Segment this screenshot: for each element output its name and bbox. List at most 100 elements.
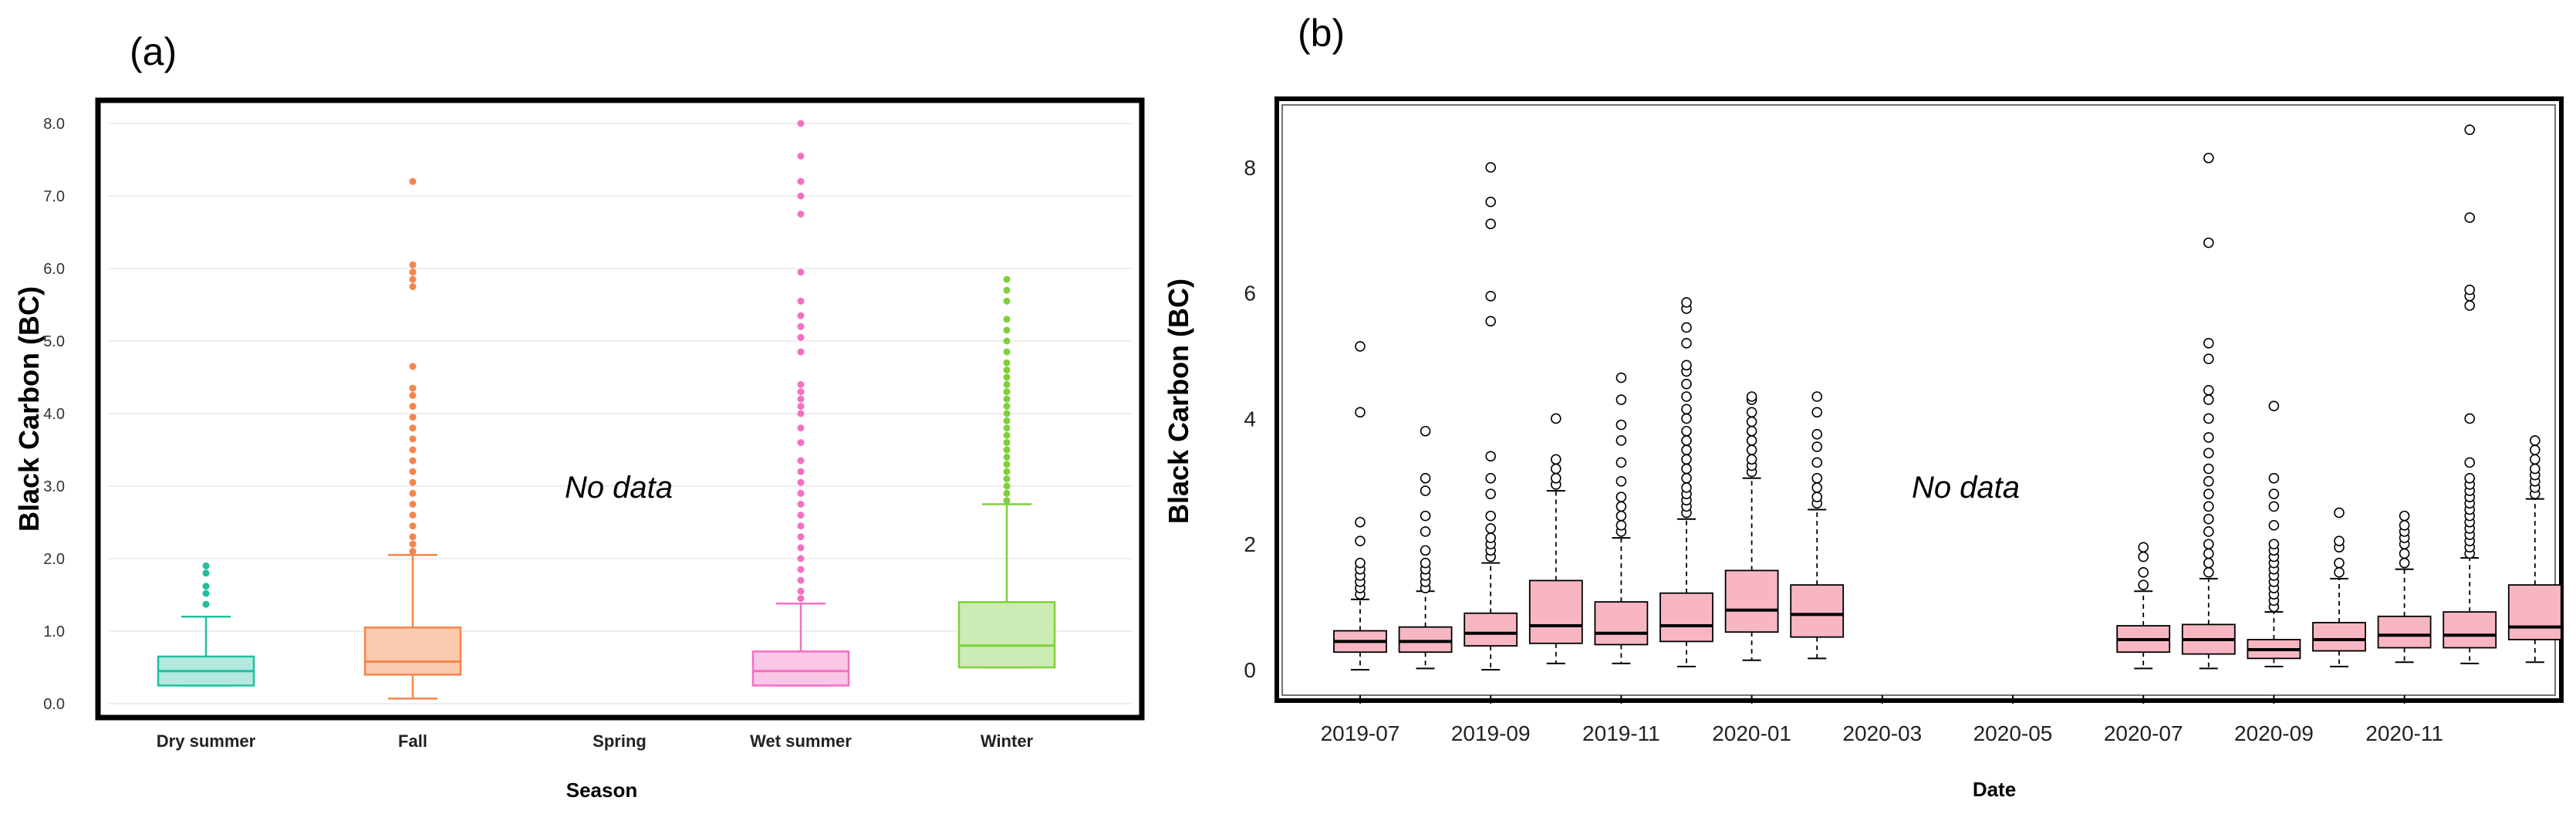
box-slot-17 — [2443, 124, 2497, 664]
box-slot-6 — [1724, 391, 1779, 661]
panel-a-y-tick-label: 1.0 — [43, 623, 65, 640]
outlier-point — [1355, 535, 1366, 546]
panel-a-boxes — [157, 120, 1056, 700]
outlier-point — [1003, 439, 1011, 447]
outlier-point — [1551, 413, 1561, 424]
outlier-point — [1551, 463, 1561, 475]
outlier-point — [1746, 444, 1757, 455]
outlier-point — [797, 333, 805, 341]
box-iqr — [2312, 622, 2366, 652]
outlier-point — [797, 297, 805, 305]
box-iqr — [1398, 626, 1453, 654]
outlier-point — [797, 388, 805, 396]
outlier-point — [2464, 413, 2475, 424]
box-slot-3 — [1528, 413, 1583, 664]
outlier-point — [797, 410, 805, 417]
outlier-point — [1811, 472, 1822, 484]
panel-b-x-tick-label: 2020-09 — [2234, 721, 2314, 745]
outlier-point — [797, 457, 805, 464]
outlier-point — [2138, 567, 2149, 578]
box-iqr — [1464, 612, 1518, 647]
panel-b-boxes — [1333, 124, 2562, 670]
outlier-point — [409, 392, 417, 399]
panel-b-label: (b) — [1298, 12, 1345, 55]
outlier-point — [2203, 501, 2214, 512]
outlier-point — [1003, 359, 1011, 366]
outlier-point — [797, 395, 805, 403]
outlier-point — [2203, 463, 2214, 475]
panel-a-categories: Dry summer Fall Spring Wet summer Winter — [157, 731, 1034, 751]
outlier-point — [1485, 196, 1496, 208]
outlier-point — [1811, 391, 1822, 402]
outlier-point — [1485, 488, 1496, 499]
outlier-point — [409, 501, 417, 508]
box-iqr — [2507, 584, 2562, 640]
outlier-point — [2138, 542, 2149, 553]
panel-b-x-ticks: 2019-07 2019-09 2019-11 2020-01 2020-03 2020-… — [1321, 695, 2443, 745]
outlier-point — [2203, 513, 2214, 525]
outlier-point — [797, 439, 805, 447]
outlier-point — [1003, 489, 1011, 497]
outlier-point — [2268, 501, 2280, 512]
outlier-point — [2203, 539, 2214, 550]
outlier-point — [202, 562, 210, 569]
outlier-point — [1003, 475, 1011, 483]
panel-a-x-axis-label: Season — [566, 779, 638, 802]
outlier-point — [1551, 454, 1561, 465]
outlier-point — [1003, 453, 1011, 461]
outlier-point — [409, 384, 417, 392]
outlier-point — [409, 512, 417, 519]
outlier-point — [2334, 557, 2345, 569]
panel-a-y-tick-label: 3.0 — [43, 478, 65, 495]
outlier-point — [797, 177, 805, 185]
outlier-point — [409, 275, 417, 283]
outlier-point — [1681, 482, 1692, 493]
outlier-point — [1355, 341, 1366, 352]
outlier-point — [797, 192, 805, 200]
outlier-point — [1485, 510, 1496, 522]
panel-a-category-label: Dry summer — [157, 731, 256, 751]
outlier-point — [409, 435, 417, 443]
outlier-point — [2203, 237, 2214, 248]
panel-a-y-tick-label: 7.0 — [43, 188, 65, 205]
outlier-point — [797, 348, 805, 356]
outlier-point — [2203, 353, 2214, 364]
outlier-point — [202, 569, 210, 577]
box-iqr — [1528, 579, 1583, 644]
panel-a-y-tick-label: 4.0 — [43, 406, 65, 423]
outlier-point — [1003, 482, 1011, 490]
outlier-point — [1811, 482, 1822, 493]
outlier-point — [797, 587, 805, 595]
outlier-point — [2464, 300, 2475, 311]
outlier-point — [2203, 338, 2214, 349]
outlier-point — [2203, 394, 2214, 405]
outlier-point — [797, 576, 805, 584]
box-iqr — [2377, 615, 2432, 649]
outlier-point — [1355, 516, 1366, 528]
outlier-point — [1420, 526, 1431, 537]
outlier-point — [1003, 417, 1011, 424]
outlier-point — [2138, 551, 2149, 562]
panel-b-outer-frame — [1274, 96, 2564, 703]
panel-b-x-tick-label: 2020-05 — [1973, 721, 2053, 745]
outlier-point — [797, 522, 805, 530]
outlier-point — [2530, 463, 2541, 475]
outlier-point — [409, 548, 417, 556]
panel-b-y-ticks: 0 2 4 6 8 — [1244, 156, 1256, 682]
outlier-point — [2334, 535, 2345, 546]
box-dry-summer — [157, 562, 255, 687]
outlier-point — [1811, 429, 1822, 440]
box-slot-4 — [1594, 372, 1649, 664]
outlier-point — [797, 544, 805, 552]
outlier-point — [1420, 557, 1431, 569]
panel-b-y-axis-label: Black Carbon (BC) — [1163, 279, 1194, 524]
outlier-point — [1811, 491, 1822, 503]
outlier-point — [1811, 457, 1822, 468]
outlier-point — [1681, 360, 1692, 371]
outlier-point — [797, 566, 805, 573]
outlier-point — [1615, 457, 1627, 468]
box-iqr — [957, 601, 1056, 669]
box-iqr — [1724, 569, 1779, 633]
outlier-point — [2268, 472, 2280, 484]
outlier-point — [1615, 510, 1627, 522]
